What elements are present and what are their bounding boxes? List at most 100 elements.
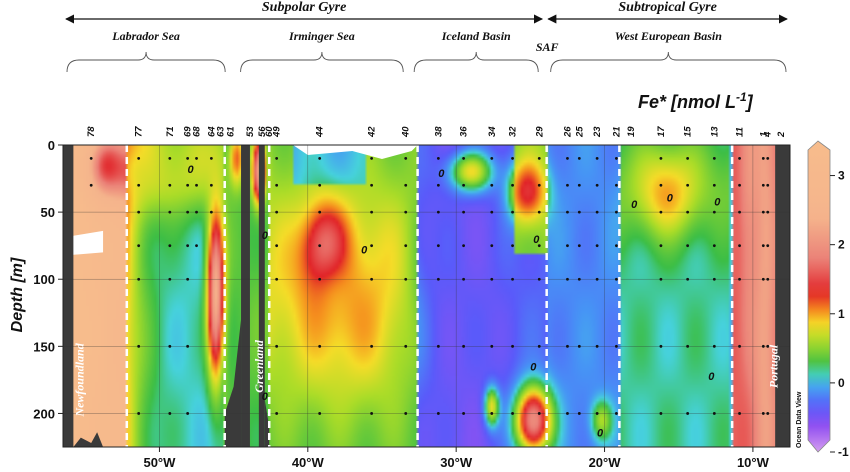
station-label: 19 [626,126,637,137]
sample-point [659,183,663,187]
station-label: 44 [315,126,326,138]
sample-point [209,183,213,187]
region-brace [66,51,226,73]
sample-point [537,412,541,415]
sample-point [615,183,618,187]
sample-point [615,277,618,281]
sample-point [370,183,374,187]
sample-point [761,244,765,248]
sample-point [436,157,440,160]
sample-point [615,157,618,160]
sample-point [318,210,322,214]
station-label: 61 [226,126,237,137]
land-segment [775,145,790,447]
region-label: Iceland Basin [441,29,511,43]
sample-point [137,344,141,348]
sample-point [577,157,581,160]
station-label: 78 [86,126,97,137]
sample-point [595,344,599,348]
sample-point [275,210,279,214]
colorbar-ticks: 3 2 1 0 -1 [830,169,849,459]
station-label: 4 [763,131,774,138]
sample-point [511,412,514,415]
sample-point [186,157,190,160]
seafloor [224,319,242,447]
sample-point [370,157,374,160]
station-label: 17 [656,126,667,137]
contour-label: 0 [667,192,674,204]
land-segment [63,145,74,447]
sample-point [595,157,599,160]
sample-points [89,157,770,415]
sample-point [436,210,440,214]
sample-point [712,277,716,281]
region-label: West European Basin [615,29,722,43]
sample-point [462,210,465,214]
region-label: Irminger Sea [288,29,355,43]
sample-point [712,412,716,415]
sample-point [511,244,514,248]
sample-point [89,157,93,160]
sample-point [615,210,618,214]
contour-label: 0 [533,234,540,246]
contour-labels: 0 0 0 0 0 0 0 0 0 0 0 0 [188,164,722,439]
sample-point [404,412,408,415]
sample-point [766,277,770,281]
region-brace [550,51,787,73]
sample-point [462,157,465,160]
sample-point [566,157,569,160]
station-label: 42 [367,126,378,138]
sample-point [577,183,581,187]
region-brace [240,51,404,73]
contour-label: 0 [438,168,445,180]
contour-label: 0 [597,427,604,439]
section-boundaries [125,145,734,447]
sample-point [436,412,440,415]
grid-lines [63,145,790,447]
station-label: 34 [487,126,498,137]
sample-point [275,277,279,281]
sample-point [436,277,440,281]
sample-point [595,412,599,415]
sample-point [511,157,514,160]
contour-label: 0 [361,245,368,257]
sample-point [659,412,663,415]
sample-point [168,210,172,214]
station-label: 69 [183,126,194,137]
sample-point [577,344,581,348]
sample-point [168,183,172,187]
x-tick-label: 40°W [292,455,325,470]
sample-point [137,244,141,248]
sample-point [209,210,213,214]
sample-point [490,244,494,248]
sample-point [511,210,514,214]
station-label: 26 [562,126,573,138]
sample-point [577,210,581,214]
sample-point [186,183,190,187]
sample-point [186,277,190,281]
x-tick-label: 20°W [589,455,622,470]
sample-point [186,210,190,214]
sample-point [595,183,599,187]
sample-point [490,344,494,348]
sample-point [766,412,770,415]
sample-point [490,210,494,214]
sample-point [686,157,690,160]
sample-point [436,344,440,348]
sample-point [186,412,190,415]
sample-point [738,277,741,281]
sample-point [318,412,322,415]
sample-point [659,157,663,160]
sample-point [511,344,514,348]
x-tick-label: 50°W [143,455,176,470]
sample-point [761,412,765,415]
y-tick-label: 150 [33,339,55,354]
station-label: 1 [758,132,769,137]
sample-point [537,244,541,248]
sample-point [462,344,465,348]
sample-point [275,183,279,187]
land-segment [258,145,265,447]
sample-point [659,277,663,281]
